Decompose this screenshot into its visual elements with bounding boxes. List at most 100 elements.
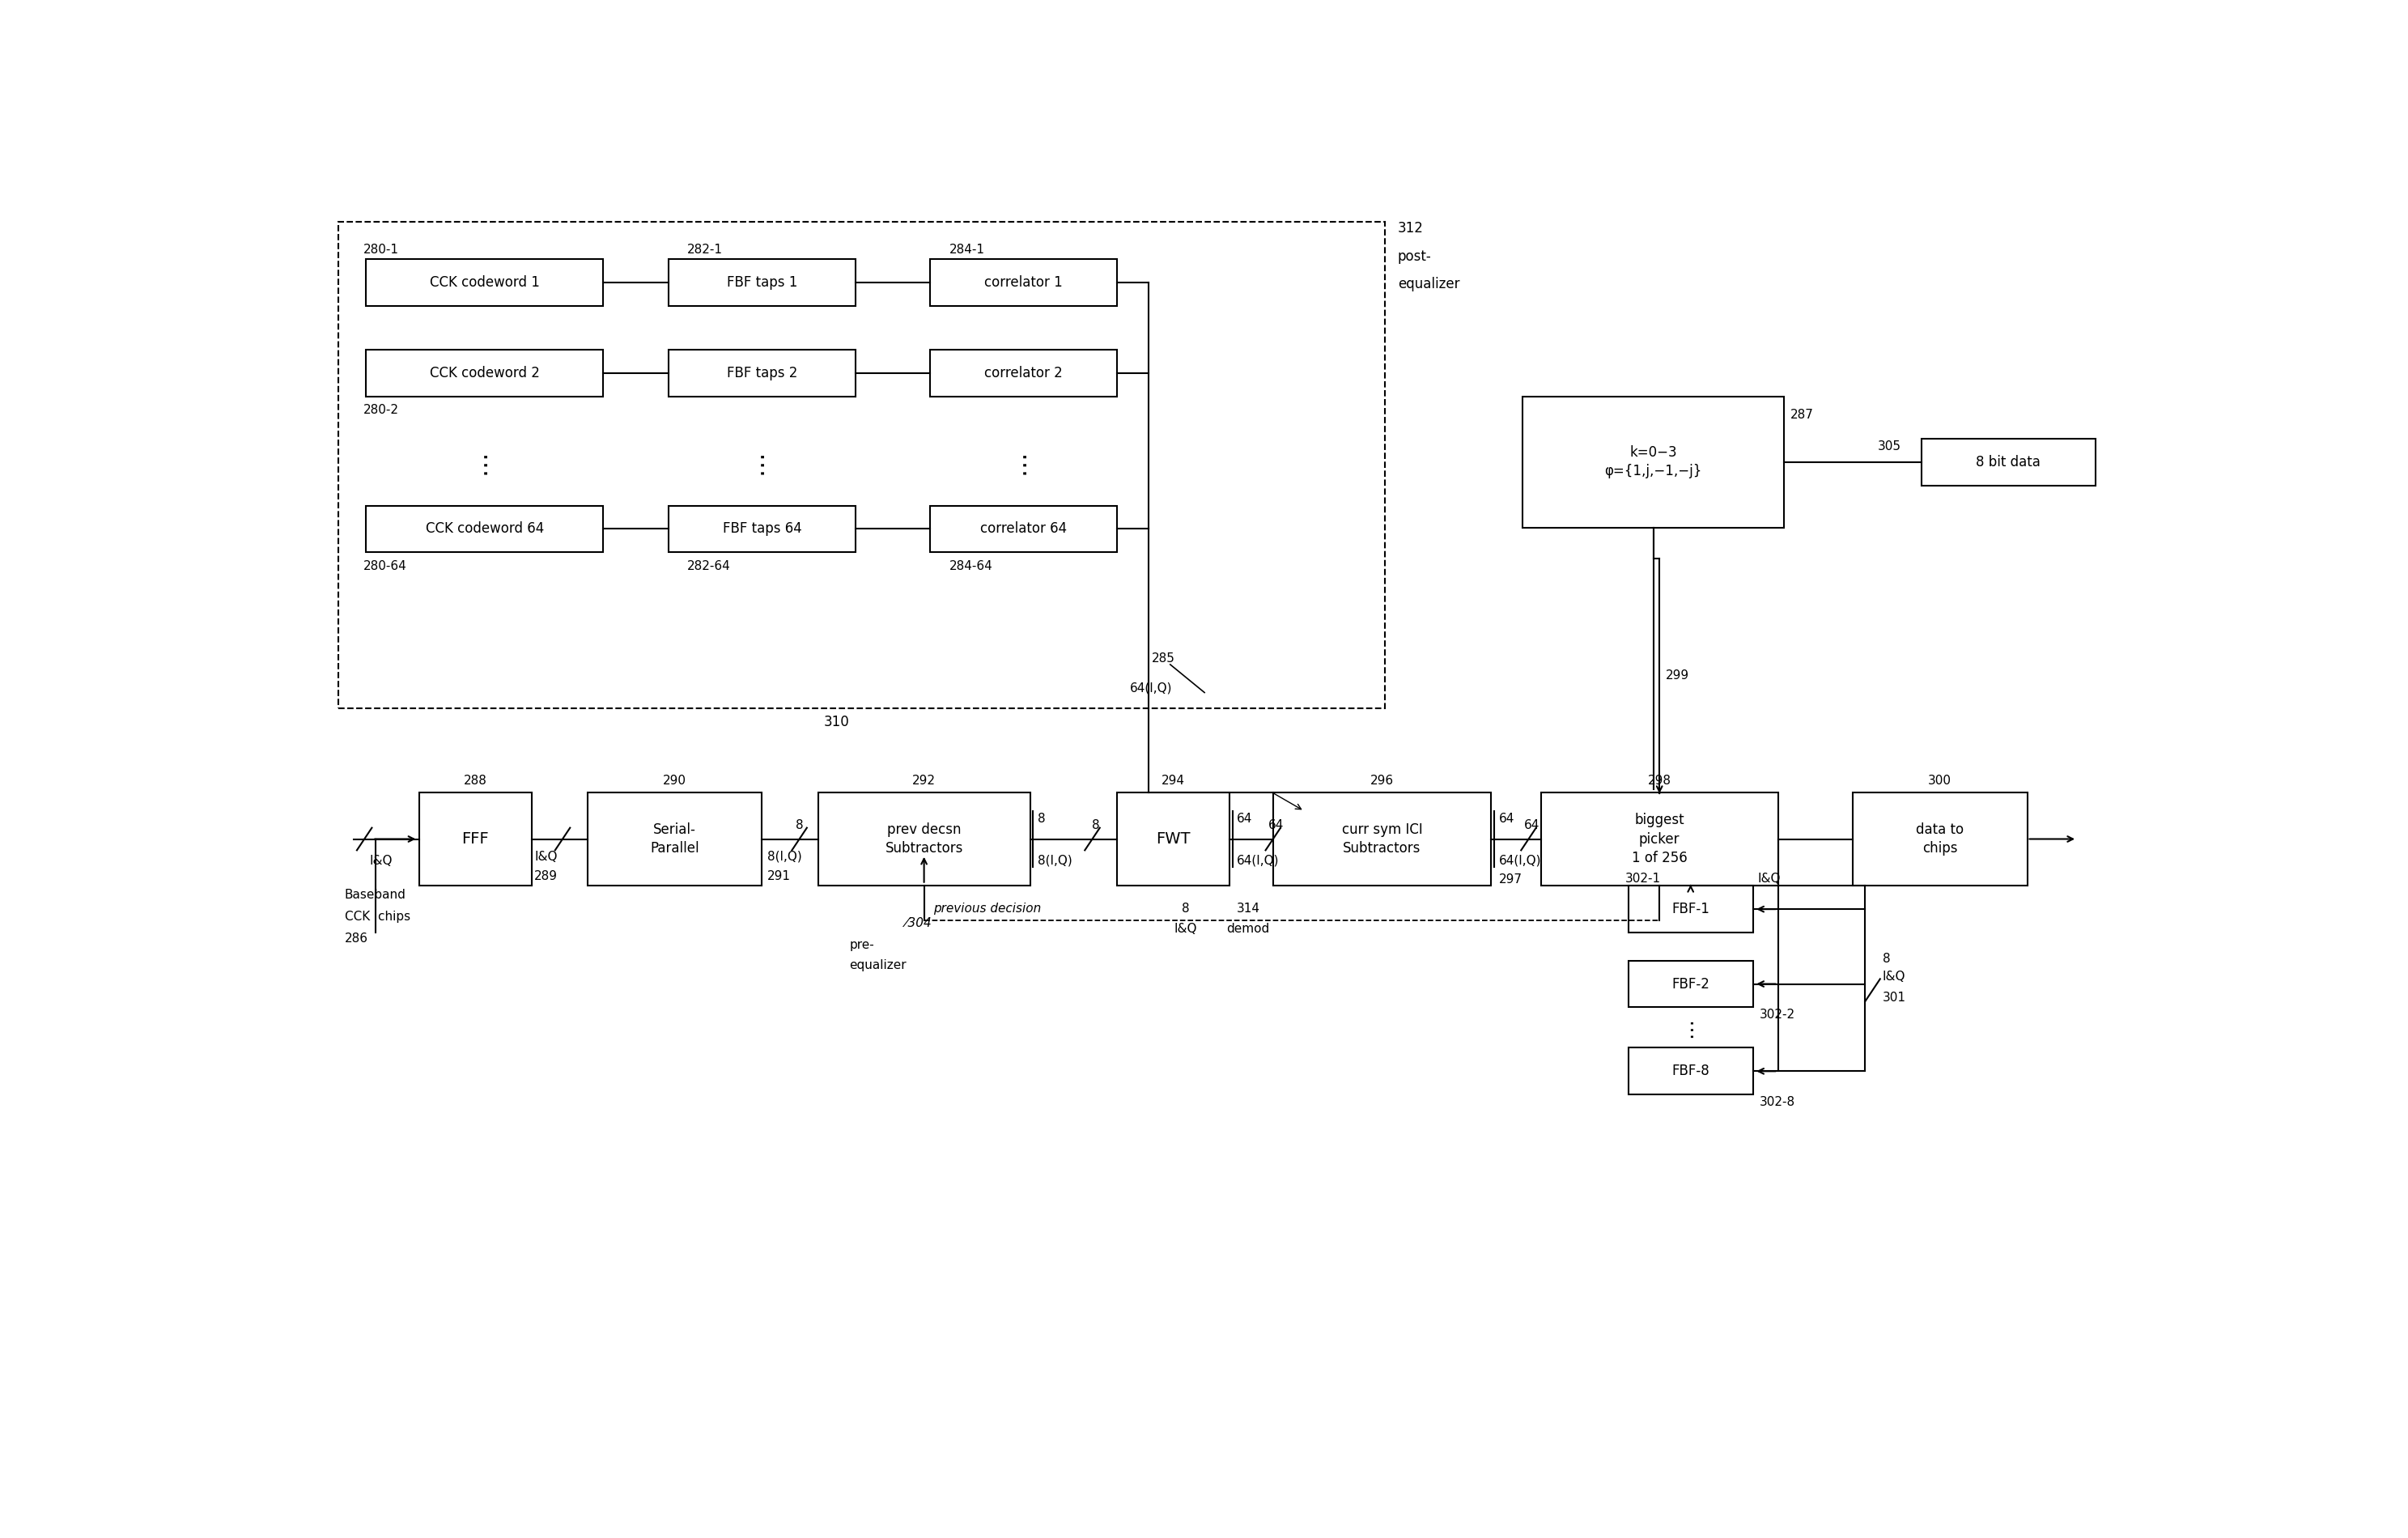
Bar xyxy=(366,349,602,397)
Bar xyxy=(929,506,1117,552)
Bar xyxy=(669,506,855,552)
Text: previous decision: previous decision xyxy=(934,903,1040,915)
Text: 300: 300 xyxy=(1929,775,1950,787)
Bar xyxy=(1541,792,1777,886)
Text: post-: post- xyxy=(1397,249,1430,263)
Text: 301: 301 xyxy=(1883,992,1907,1004)
Bar xyxy=(588,792,761,886)
Text: ⋯: ⋯ xyxy=(1681,1018,1700,1038)
Text: 314: 314 xyxy=(1235,903,1259,915)
Text: correlator 1: correlator 1 xyxy=(985,275,1062,291)
Text: 292: 292 xyxy=(913,775,937,787)
Bar xyxy=(366,506,602,552)
Text: 64(I,Q): 64(I,Q) xyxy=(1238,855,1279,867)
Text: 64: 64 xyxy=(1238,814,1252,826)
Bar xyxy=(337,221,1385,707)
Text: CCK codeword 64: CCK codeword 64 xyxy=(426,521,544,537)
Text: Serial-
Parallel: Serial- Parallel xyxy=(650,823,698,855)
Text: FBF-2: FBF-2 xyxy=(1671,977,1710,990)
Text: 64(I,Q): 64(I,Q) xyxy=(1129,683,1173,694)
Bar xyxy=(1852,792,2028,886)
Text: 299: 299 xyxy=(1666,669,1690,681)
Text: CCK  chips: CCK chips xyxy=(344,910,409,923)
Text: I&Q: I&Q xyxy=(535,851,559,863)
Text: CCK codeword 1: CCK codeword 1 xyxy=(429,275,539,291)
Text: 284-1: 284-1 xyxy=(949,245,985,257)
Text: FBF-8: FBF-8 xyxy=(1671,1064,1710,1078)
Text: 64: 64 xyxy=(1269,820,1283,832)
Text: 64(I,Q): 64(I,Q) xyxy=(1498,855,1541,867)
Text: 288: 288 xyxy=(465,775,486,787)
Text: 280-1: 280-1 xyxy=(364,245,400,257)
Text: 297: 297 xyxy=(1498,874,1522,886)
Text: data to
chips: data to chips xyxy=(1917,823,1965,855)
Text: 8: 8 xyxy=(1883,954,1890,964)
Text: 287: 287 xyxy=(1792,409,1813,421)
Text: 296: 296 xyxy=(1370,775,1394,787)
Text: 302-8: 302-8 xyxy=(1760,1097,1794,1107)
Text: 8(I,Q): 8(I,Q) xyxy=(768,851,802,863)
Text: 291: 291 xyxy=(768,871,790,883)
Text: equalizer: equalizer xyxy=(1397,277,1459,292)
Bar xyxy=(929,349,1117,397)
Text: FBF taps 2: FBF taps 2 xyxy=(727,366,797,380)
Text: FBF taps 1: FBF taps 1 xyxy=(727,275,797,291)
Text: 282-1: 282-1 xyxy=(686,245,722,257)
Text: ⁄304: ⁄304 xyxy=(905,917,932,929)
Text: 280-2: 280-2 xyxy=(364,404,400,417)
Text: demod: demod xyxy=(1226,923,1269,935)
Text: 294: 294 xyxy=(1161,775,1185,787)
Text: 8: 8 xyxy=(1182,903,1190,915)
Text: k=0−3
φ={1,j,−1,−j}: k=0−3 φ={1,j,−1,−j} xyxy=(1604,444,1702,478)
Bar xyxy=(929,260,1117,306)
Text: FBF taps 64: FBF taps 64 xyxy=(722,521,802,537)
Bar xyxy=(819,792,1031,886)
Text: 305: 305 xyxy=(1878,440,1900,452)
Bar xyxy=(1628,886,1753,932)
Text: 8(I,Q): 8(I,Q) xyxy=(1038,855,1072,867)
Bar xyxy=(1922,438,2095,486)
Bar xyxy=(1522,397,1784,528)
Text: 302-2: 302-2 xyxy=(1760,1009,1794,1021)
Text: prev decsn
Subtractors: prev decsn Subtractors xyxy=(886,823,963,855)
Text: FWT: FWT xyxy=(1156,832,1190,847)
Bar xyxy=(1628,961,1753,1007)
Text: I&Q: I&Q xyxy=(368,855,393,867)
Text: 302-1: 302-1 xyxy=(1625,872,1662,884)
Bar xyxy=(669,349,855,397)
Bar xyxy=(366,260,602,306)
Text: I&Q: I&Q xyxy=(1883,970,1905,983)
Text: 284-64: 284-64 xyxy=(949,560,992,572)
Text: correlator 64: correlator 64 xyxy=(980,521,1067,537)
Text: 312: 312 xyxy=(1397,221,1423,235)
Text: 298: 298 xyxy=(1647,775,1671,787)
Text: correlator 2: correlator 2 xyxy=(985,366,1062,380)
Text: 282-64: 282-64 xyxy=(686,560,730,572)
Text: 64: 64 xyxy=(1498,814,1515,826)
Text: 8: 8 xyxy=(1038,814,1045,826)
Text: ⋯: ⋯ xyxy=(751,449,773,474)
Text: 310: 310 xyxy=(824,715,850,729)
Text: CCK codeword 2: CCK codeword 2 xyxy=(429,366,539,380)
Text: I&Q: I&Q xyxy=(1758,872,1782,884)
Text: ⋯: ⋯ xyxy=(1011,449,1035,474)
Bar xyxy=(669,260,855,306)
Text: 8: 8 xyxy=(1091,820,1100,832)
Text: I&Q: I&Q xyxy=(1175,923,1197,935)
Text: 8: 8 xyxy=(795,820,804,832)
Text: 8 bit data: 8 bit data xyxy=(1977,455,2042,469)
Text: FFF: FFF xyxy=(462,832,489,847)
Text: 289: 289 xyxy=(535,871,559,883)
Bar xyxy=(1628,1047,1753,1095)
Bar xyxy=(419,792,532,886)
Text: 290: 290 xyxy=(662,775,686,787)
Text: biggest
picker
1 of 256: biggest picker 1 of 256 xyxy=(1633,812,1688,866)
Text: 285: 285 xyxy=(1151,652,1175,664)
Bar xyxy=(1274,792,1491,886)
Text: Baseband: Baseband xyxy=(344,889,407,901)
Text: curr sym ICI
Subtractors: curr sym ICI Subtractors xyxy=(1341,823,1423,855)
Text: 280-64: 280-64 xyxy=(364,560,407,572)
Text: equalizer: equalizer xyxy=(850,958,905,970)
Text: 286: 286 xyxy=(344,932,368,944)
Text: 64: 64 xyxy=(1524,820,1539,832)
